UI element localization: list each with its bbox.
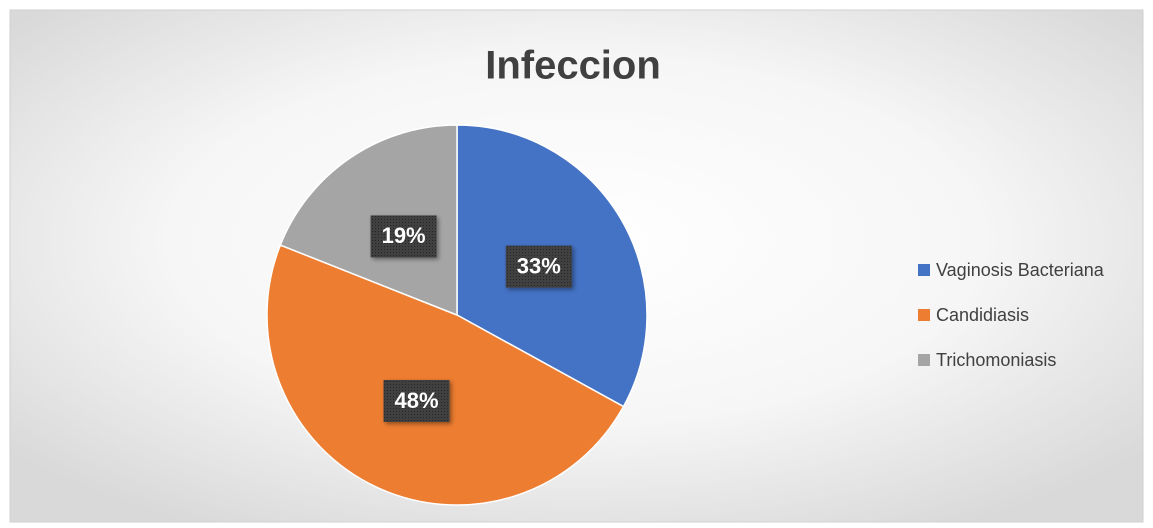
data-label-text: 48% [395,388,439,413]
data-label: 48% [383,379,450,422]
legend-label: Vaginosis Bacteriana [936,260,1105,280]
data-label: 33% [505,245,572,288]
legend-swatch [918,309,930,321]
legend-label: Candidiasis [936,305,1029,325]
data-label-text: 19% [382,223,426,248]
data-label-box [370,215,437,258]
legend-swatch [918,264,930,276]
data-labels: 33% 48% 19% [370,215,572,422]
data-label-text: 33% [517,253,561,278]
pie [266,124,648,506]
legend-label: Trichomoniasis [936,350,1056,370]
chart-title: Infeccion [485,44,661,88]
pie-slice [279,124,458,317]
data-label: 19% [370,215,437,258]
legend-swatch [918,354,930,366]
pie-slice [266,244,625,506]
legend: Vaginosis Bacteriana Candidiasis Trichomon… [918,260,1105,370]
data-label-box [383,379,450,422]
data-label-box [505,245,572,288]
